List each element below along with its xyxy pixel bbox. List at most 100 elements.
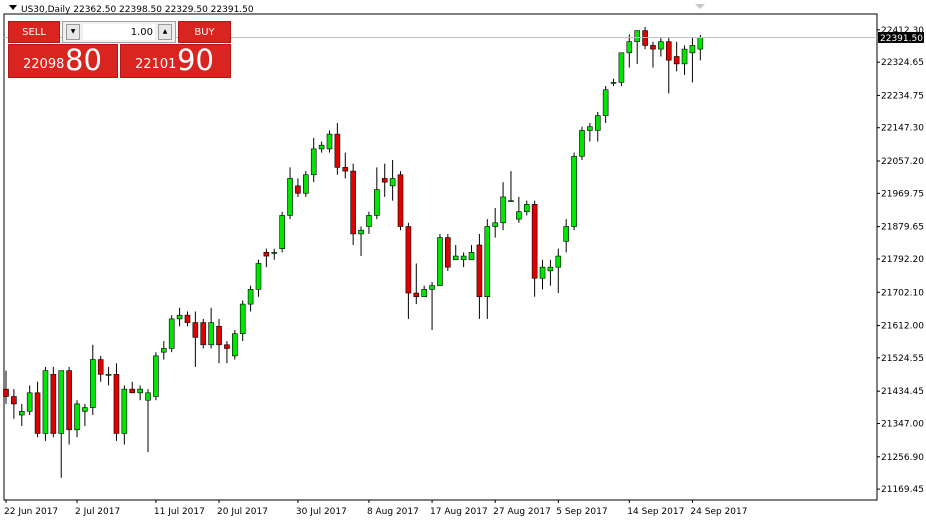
candle xyxy=(468,244,475,261)
x-tick-label: 17 Aug 2017 xyxy=(430,507,488,517)
candle-body-bullish xyxy=(310,148,317,176)
candle xyxy=(523,200,530,216)
chart-title: US30,Daily 22362.50 22398.50 22329.50 22… xyxy=(21,5,254,15)
candle xyxy=(18,403,25,427)
candle xyxy=(437,233,443,286)
candle-body-bullish xyxy=(121,388,128,434)
candle-body-bullish xyxy=(571,155,577,227)
buy-price-button[interactable]: 22101 90 xyxy=(120,43,231,78)
candle-body-bearish xyxy=(184,314,191,323)
candle-body-bullish xyxy=(239,303,246,334)
candle xyxy=(34,381,41,438)
candle xyxy=(82,403,88,427)
candle-body-bearish xyxy=(97,359,104,375)
y-tick-label: 22147.30 xyxy=(881,124,924,134)
candle xyxy=(508,171,514,202)
sell-button[interactable]: SELL xyxy=(8,21,60,43)
candle-body-bullish xyxy=(484,226,491,298)
candle xyxy=(634,30,641,64)
candle xyxy=(610,78,617,87)
candle xyxy=(405,222,412,319)
candle xyxy=(50,366,57,438)
candle xyxy=(516,196,522,223)
candle-body-bullish xyxy=(594,115,601,131)
candle-body-bullish xyxy=(145,392,151,401)
candle xyxy=(626,34,633,68)
buy-button[interactable]: BUY xyxy=(178,21,231,43)
y-tick-label: 21969.75 xyxy=(881,189,924,199)
candle xyxy=(452,244,459,261)
candle-body-bullish xyxy=(421,289,427,298)
candle-body-bullish xyxy=(26,392,33,412)
candle-body-bearish xyxy=(295,185,301,194)
sell-price-major: 22098 xyxy=(23,57,65,72)
y-tick-label: 21256.90 xyxy=(881,453,924,463)
candle-body-bullish xyxy=(468,252,475,261)
candle-body-bullish xyxy=(247,289,254,305)
lot-increase-button[interactable]: ▲ xyxy=(158,24,172,40)
candle xyxy=(89,344,96,415)
candle xyxy=(105,366,112,386)
x-tick-label: 2 Jul 2017 xyxy=(75,507,120,517)
candle-body-bullish xyxy=(168,318,175,349)
x-tick-label: 30 Jul 2017 xyxy=(296,507,347,517)
candle-body-bullish xyxy=(539,266,546,279)
candle-body-bullish xyxy=(460,255,467,261)
lot-decrease-button[interactable]: ▼ xyxy=(66,24,80,40)
candle xyxy=(11,389,17,419)
sell-price-pips: 80 xyxy=(65,43,102,77)
candle-body-bullish xyxy=(303,174,309,194)
candle xyxy=(310,137,317,183)
candle xyxy=(184,311,191,327)
candle-body-bullish xyxy=(563,226,569,242)
candle-body-bearish xyxy=(397,174,404,227)
candle-body-bearish xyxy=(3,388,9,397)
y-tick-label: 21434.45 xyxy=(881,387,924,397)
candle-body-bearish xyxy=(650,45,656,50)
candle-body-bullish xyxy=(689,45,696,54)
candle xyxy=(555,248,562,294)
candle-body-bearish xyxy=(200,322,207,346)
candle-body-bearish xyxy=(413,292,420,298)
chart-menu-arrow-icon[interactable] xyxy=(9,5,17,10)
candle xyxy=(232,329,238,360)
candle xyxy=(145,389,151,452)
candle-body-bullish xyxy=(74,403,80,431)
candle-body-bullish xyxy=(176,314,183,320)
lot-size-input[interactable] xyxy=(83,24,155,40)
y-tick-label: 21524.55 xyxy=(881,354,924,364)
candle xyxy=(161,341,167,360)
y-tick-label: 21169.45 xyxy=(881,485,924,495)
y-tick-label: 22412.30 xyxy=(881,26,924,36)
candle xyxy=(650,41,656,68)
candle-body-bullish xyxy=(105,374,112,376)
candle-body-bullish xyxy=(358,229,364,235)
candle xyxy=(642,26,648,50)
candle xyxy=(689,38,696,83)
candle xyxy=(137,385,143,401)
candle-body-bullish xyxy=(58,370,65,434)
candle-body-bullish xyxy=(523,204,530,213)
candle-body-bearish xyxy=(350,170,356,235)
candle xyxy=(571,152,577,231)
candle-body-bullish xyxy=(555,255,562,268)
candle xyxy=(381,163,388,197)
candle xyxy=(602,86,609,124)
candle-body-bullish xyxy=(208,322,214,346)
sell-price-button[interactable]: 22098 80 xyxy=(8,43,118,78)
candle-body-bullish xyxy=(153,355,159,397)
candle-body-bullish xyxy=(161,348,167,353)
candle-body-bullish xyxy=(492,222,498,227)
candle xyxy=(658,38,664,57)
candle xyxy=(97,355,104,382)
y-tick-label: 21702.10 xyxy=(881,288,924,298)
y-tick-label: 21347.00 xyxy=(881,419,924,429)
candle-body-bullish xyxy=(697,37,704,50)
lot-size-control: ▼ ▲ xyxy=(62,21,176,43)
candle-body-bullish xyxy=(452,255,459,261)
candle-body-bullish xyxy=(634,30,641,43)
buy-price-pips: 90 xyxy=(177,43,214,77)
chart-shift-marker-icon[interactable] xyxy=(695,4,705,9)
candle-body-bullish xyxy=(326,133,333,150)
